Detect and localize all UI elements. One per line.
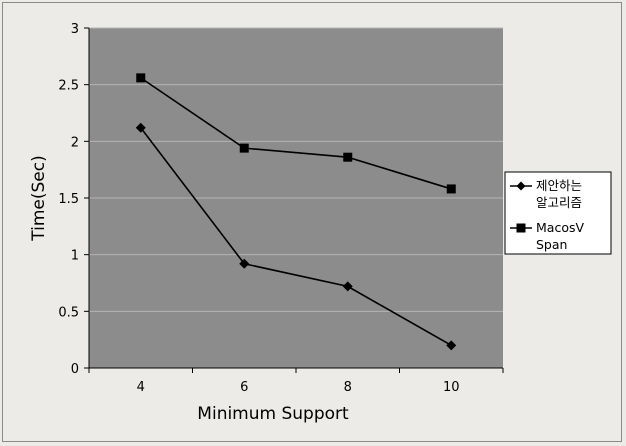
data-point-square: [239, 143, 249, 153]
series-line: [140, 127, 452, 347]
data-point-square: [446, 184, 456, 194]
legend-entry-1: 제안하는 알고리즘: [510, 178, 582, 210]
y-tick-label: 2: [71, 135, 79, 150]
y-tick-labels: 0 0.5 1 1.5 2 2.5 3: [58, 22, 89, 377]
series-line: [140, 77, 452, 190]
legend-marker-square: [516, 223, 526, 233]
data-point-diamond: [446, 340, 457, 351]
legend-label-1b: 알고리즘: [536, 195, 582, 210]
x-tick-label: 6: [240, 380, 248, 395]
data-point-diamond: [342, 281, 353, 292]
data-point-square: [343, 152, 353, 162]
y-axis-label: Time(Sec): [29, 155, 49, 241]
y-tick-label: 1.5: [58, 192, 79, 207]
data-point-square: [136, 73, 146, 83]
series-1: [135, 122, 457, 351]
legend-label-2a: MacosV: [536, 220, 584, 235]
legend: 제안하는 알고리즘 MacosV Span: [504, 171, 612, 255]
series: [135, 73, 457, 351]
y-tick-label: 0: [71, 362, 79, 377]
series-2: [136, 73, 456, 194]
y-tick-label: 2.5: [58, 79, 79, 94]
x-axis-label: Minimum Support: [197, 404, 349, 424]
y-tick-label: 1: [71, 249, 79, 264]
gridlines: [89, 27, 503, 312]
data-point-diamond: [239, 258, 250, 269]
x-tick-label: 10: [443, 380, 460, 395]
y-tick-label: 3: [71, 22, 79, 37]
figure-border: [2, 2, 622, 442]
x-tick-labels: 4 6 8 10: [88, 368, 504, 395]
legend-label-2b: Span: [536, 237, 567, 252]
x-tick-label: 4: [137, 380, 145, 395]
x-tick-label: 8: [344, 380, 352, 395]
legend-entry-2: MacosV Span: [510, 220, 584, 252]
data-point-diamond: [135, 122, 146, 133]
legend-marker-diamond: [516, 181, 526, 191]
y-tick-label: 0.5: [58, 305, 79, 320]
legend-label-1a: 제안하는: [536, 178, 582, 193]
